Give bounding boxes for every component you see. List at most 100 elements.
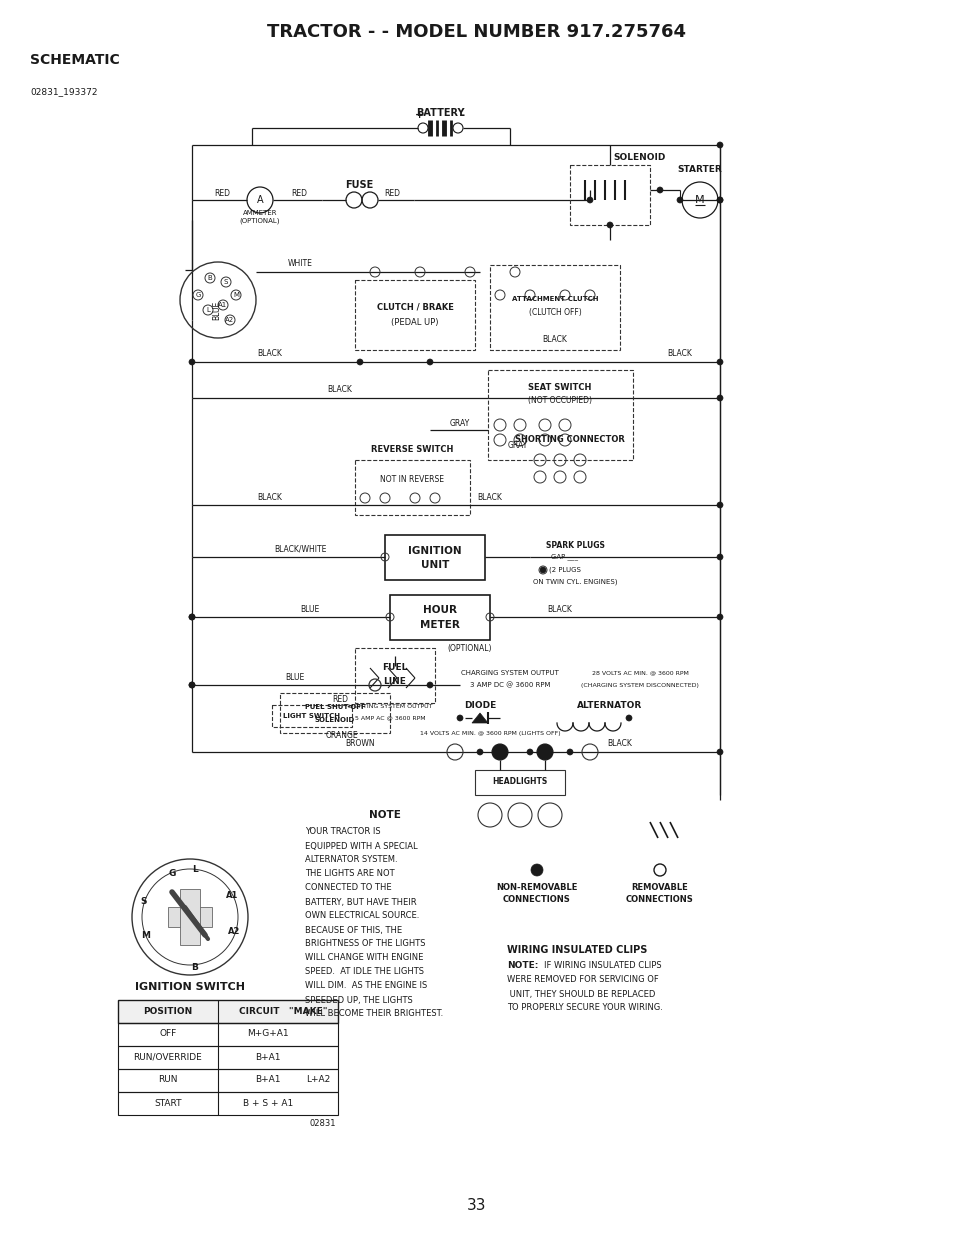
Text: UNIT, THEY SHOULD BE REPLACED: UNIT, THEY SHOULD BE REPLACED bbox=[506, 989, 655, 999]
Text: S: S bbox=[224, 279, 228, 285]
Text: NOT IN REVERSE: NOT IN REVERSE bbox=[379, 475, 443, 484]
Bar bbox=[118, 1000, 337, 1023]
Text: LIGHTING SYSTEM OUTPUT: LIGHTING SYSTEM OUTPUT bbox=[348, 704, 432, 709]
Text: WIRING INSULATED CLIPS: WIRING INSULATED CLIPS bbox=[506, 945, 647, 955]
Text: WERE REMOVED FOR SERVICING OF: WERE REMOVED FOR SERVICING OF bbox=[506, 976, 659, 984]
Text: WILL BECOME THEIR BRIGHTEST.: WILL BECOME THEIR BRIGHTEST. bbox=[305, 1009, 443, 1019]
Circle shape bbox=[189, 682, 194, 688]
Bar bbox=[390, 595, 490, 640]
Text: WHITE: WHITE bbox=[287, 259, 313, 268]
Text: BLUE: BLUE bbox=[300, 604, 319, 614]
Circle shape bbox=[717, 359, 722, 366]
Text: (CHARGING SYSTEM DISCONNECTED): (CHARGING SYSTEM DISCONNECTED) bbox=[580, 683, 699, 688]
Text: YOUR TRACTOR IS: YOUR TRACTOR IS bbox=[305, 827, 380, 836]
Text: B: B bbox=[192, 962, 198, 972]
Text: B+A1: B+A1 bbox=[255, 1052, 280, 1062]
Text: (CLUTCH OFF): (CLUTCH OFF) bbox=[528, 308, 580, 316]
Bar bbox=[355, 280, 475, 350]
Text: M: M bbox=[695, 195, 704, 205]
Text: (PEDAL UP): (PEDAL UP) bbox=[391, 319, 438, 327]
Text: OFF: OFF bbox=[159, 1030, 176, 1039]
Bar bbox=[272, 705, 352, 727]
Text: 5 AMP AC @ 3600 RPM: 5 AMP AC @ 3600 RPM bbox=[355, 715, 425, 720]
Text: G: G bbox=[195, 291, 200, 298]
Bar bbox=[355, 648, 435, 703]
Text: POSITION: POSITION bbox=[143, 1007, 193, 1015]
Text: GAP ___: GAP ___ bbox=[551, 553, 578, 561]
Text: 3 AMP DC @ 3600 RPM: 3 AMP DC @ 3600 RPM bbox=[469, 682, 550, 688]
Bar bbox=[569, 165, 649, 225]
Text: BECAUSE OF THIS, THE: BECAUSE OF THIS, THE bbox=[305, 925, 402, 935]
Text: WILL CHANGE WITH ENGINE: WILL CHANGE WITH ENGINE bbox=[305, 953, 423, 962]
Text: FUEL: FUEL bbox=[382, 662, 407, 672]
Circle shape bbox=[189, 682, 194, 688]
Text: A2: A2 bbox=[225, 317, 234, 324]
Text: EQUIPPED WITH A SPECIAL: EQUIPPED WITH A SPECIAL bbox=[305, 841, 417, 851]
Bar bbox=[385, 535, 484, 580]
Text: REVERSE SWITCH: REVERSE SWITCH bbox=[371, 446, 453, 454]
Text: UNIT: UNIT bbox=[420, 559, 449, 571]
Text: L+A2: L+A2 bbox=[306, 1076, 330, 1084]
Text: IF WIRING INSULATED CLIPS: IF WIRING INSULATED CLIPS bbox=[543, 962, 661, 971]
Text: M: M bbox=[141, 930, 151, 940]
Circle shape bbox=[677, 198, 682, 203]
Polygon shape bbox=[472, 713, 488, 722]
Text: L: L bbox=[206, 308, 210, 312]
Text: S: S bbox=[141, 898, 147, 906]
Circle shape bbox=[606, 222, 613, 228]
Text: AMMETER
(OPTIONAL): AMMETER (OPTIONAL) bbox=[239, 210, 280, 224]
Circle shape bbox=[566, 748, 573, 755]
Text: IGNITION SWITCH: IGNITION SWITCH bbox=[135, 982, 245, 992]
Text: NOTE: NOTE bbox=[369, 810, 400, 820]
Text: (NOT OCCUPIED): (NOT OCCUPIED) bbox=[527, 395, 592, 405]
Text: HOUR: HOUR bbox=[422, 605, 456, 615]
Text: 14 VOLTS AC MIN. @ 3600 RPM (LIGHTS OFF): 14 VOLTS AC MIN. @ 3600 RPM (LIGHTS OFF) bbox=[419, 730, 559, 736]
Text: B + S + A1: B + S + A1 bbox=[243, 1098, 293, 1108]
Circle shape bbox=[427, 682, 433, 688]
Text: WILL DIM.  AS THE ENGINE IS: WILL DIM. AS THE ENGINE IS bbox=[305, 982, 427, 990]
Text: B+A1: B+A1 bbox=[255, 1076, 280, 1084]
Text: 28 VOLTS AC MIN. @ 3600 RPM: 28 VOLTS AC MIN. @ 3600 RPM bbox=[591, 671, 688, 676]
Text: SPEED.  AT IDLE THE LIGHTS: SPEED. AT IDLE THE LIGHTS bbox=[305, 967, 423, 977]
Circle shape bbox=[625, 715, 631, 721]
Text: ON TWIN CYL. ENGINES): ON TWIN CYL. ENGINES) bbox=[532, 579, 617, 585]
Text: BLACK: BLACK bbox=[542, 336, 567, 345]
Text: SEAT SWITCH: SEAT SWITCH bbox=[528, 384, 591, 393]
Bar bbox=[475, 769, 564, 795]
Circle shape bbox=[476, 748, 482, 755]
Text: A1: A1 bbox=[226, 890, 238, 899]
Text: SPARK PLUGS: SPARK PLUGS bbox=[545, 541, 604, 550]
Text: BLACK: BLACK bbox=[667, 350, 692, 358]
Text: 33: 33 bbox=[467, 1198, 486, 1213]
Text: CONNECTIONS: CONNECTIONS bbox=[502, 895, 570, 904]
Text: THE LIGHTS ARE NOT: THE LIGHTS ARE NOT bbox=[305, 869, 395, 878]
Text: REMOVABLE: REMOVABLE bbox=[631, 883, 688, 893]
Text: SPEEDED UP, THE LIGHTS: SPEEDED UP, THE LIGHTS bbox=[305, 995, 413, 1004]
Circle shape bbox=[539, 567, 545, 573]
Text: DIODE: DIODE bbox=[463, 701, 496, 710]
Circle shape bbox=[717, 614, 722, 620]
Text: CIRCUIT   "MAKE": CIRCUIT "MAKE" bbox=[238, 1007, 327, 1015]
Circle shape bbox=[189, 614, 194, 620]
Text: RED: RED bbox=[384, 189, 399, 198]
Circle shape bbox=[356, 359, 363, 366]
Text: HEADLIGHTS: HEADLIGHTS bbox=[492, 778, 547, 787]
Text: RUN/OVERRIDE: RUN/OVERRIDE bbox=[133, 1052, 202, 1062]
Circle shape bbox=[717, 395, 722, 401]
Text: A: A bbox=[256, 195, 263, 205]
Text: CLUTCH / BRAKE: CLUTCH / BRAKE bbox=[376, 303, 453, 311]
Text: 02831: 02831 bbox=[310, 1119, 336, 1128]
Text: A2: A2 bbox=[228, 927, 240, 936]
Text: BLACK: BLACK bbox=[257, 493, 282, 501]
Text: +: + bbox=[415, 110, 424, 120]
Circle shape bbox=[427, 359, 433, 366]
Text: M: M bbox=[233, 291, 239, 298]
Text: 02831_193372: 02831_193372 bbox=[30, 88, 97, 96]
Text: BLACK: BLACK bbox=[257, 350, 282, 358]
Text: START: START bbox=[154, 1098, 182, 1108]
Text: CONNECTIONS: CONNECTIONS bbox=[625, 895, 693, 904]
Circle shape bbox=[717, 198, 722, 203]
Bar bbox=[118, 1070, 337, 1092]
Text: ATTACHMENT CLUTCH: ATTACHMENT CLUTCH bbox=[511, 296, 598, 303]
Text: M+G+A1: M+G+A1 bbox=[247, 1030, 289, 1039]
